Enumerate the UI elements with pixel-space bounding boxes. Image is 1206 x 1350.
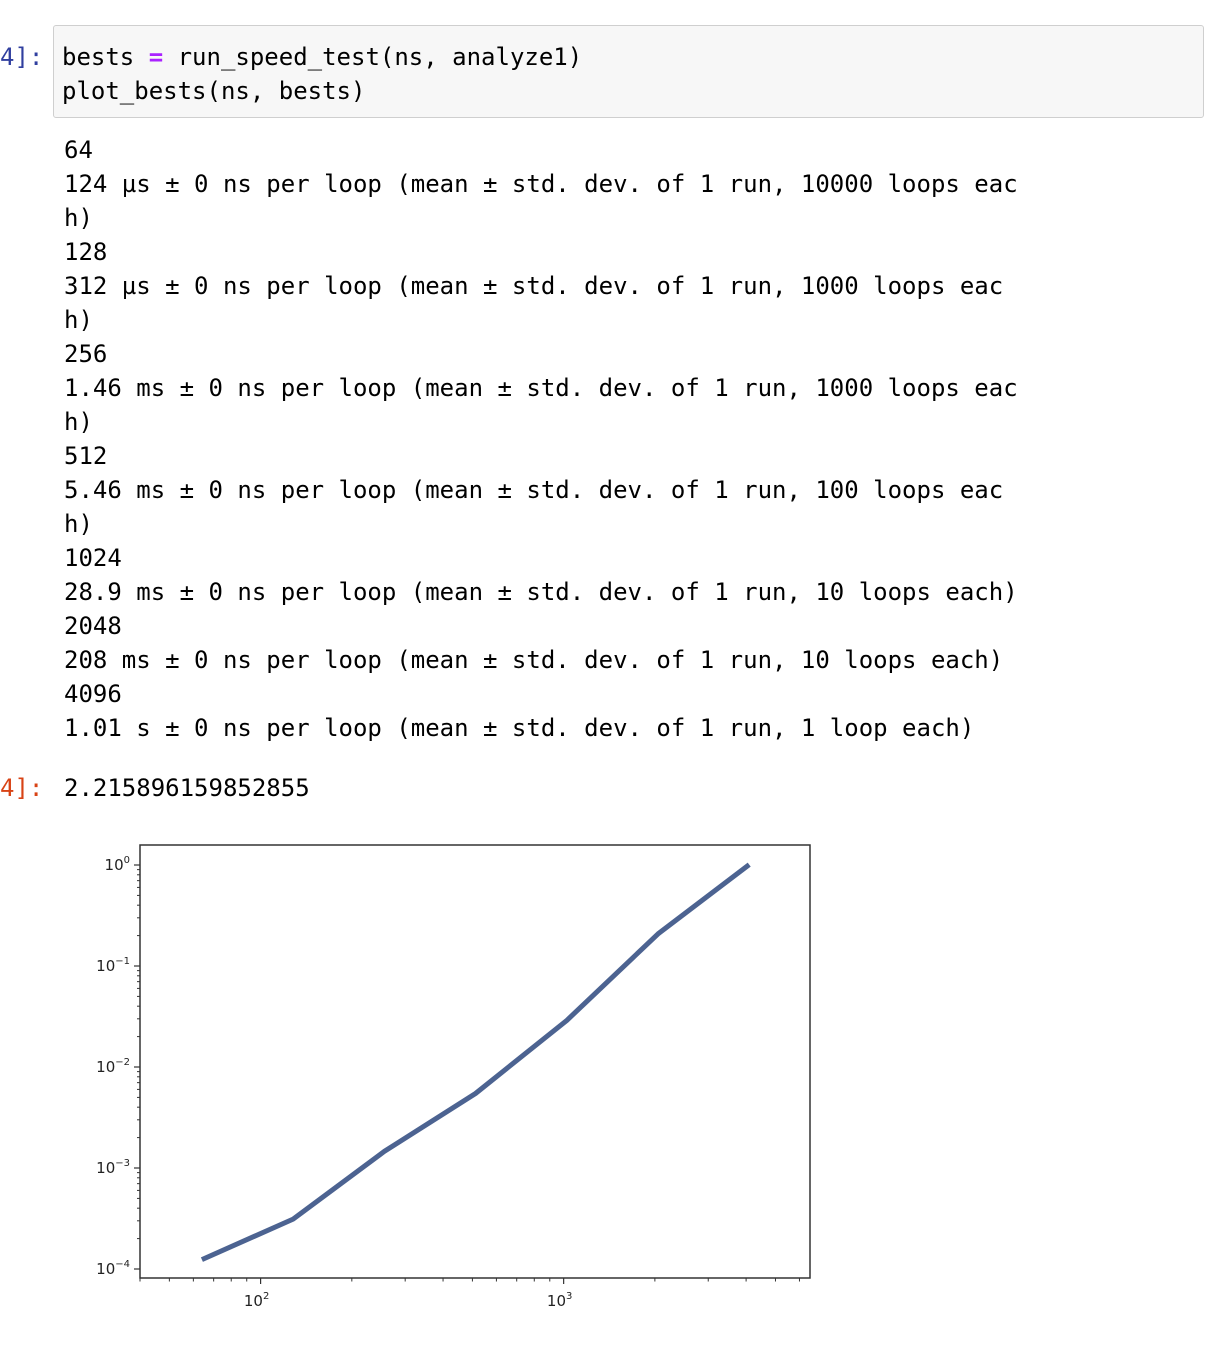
output-prompt: 4]:	[0, 774, 44, 802]
series-line	[200, 862, 751, 1262]
code-input-area[interactable]: bests = run_speed_test(ns, analyze1) plo…	[53, 25, 1204, 118]
x-tick-label: 102	[244, 1291, 269, 1310]
y-tick-label: 10−1	[96, 956, 130, 975]
plot-frame	[139, 844, 811, 1279]
stdout-output: 64 124 µs ± 0 ns per loop (mean ± std. de…	[64, 133, 1018, 745]
stdout-line: 28.9 ms ± 0 ns per loop (mean ± std. dev…	[64, 578, 1018, 606]
stdout-line: 1.01 s ± 0 ns per loop (mean ± std. dev.…	[64, 714, 975, 742]
code-call: run_speed_test(ns, analyze1)	[177, 43, 583, 71]
stdout-line: 312 µs ± 0 ns per loop (mean ± std. dev.…	[64, 272, 1004, 300]
stdout-line: 5.46 ms ± 0 ns per loop (mean ± std. dev…	[64, 476, 1004, 504]
stdout-line: 208 ms ± 0 ns per loop (mean ± std. dev.…	[64, 646, 1004, 674]
output-result: 2.215896159852855	[64, 774, 310, 802]
stdout-line: h)	[64, 510, 93, 538]
y-tick-label: 10−3	[96, 1158, 130, 1177]
stdout-line: 128	[64, 238, 108, 266]
stdout-line: 512	[64, 442, 108, 470]
log-log-plot: 100 10−1 10−2 10−3 10−4 102 103	[96, 844, 811, 1310]
stdout-line: 1024	[64, 544, 122, 572]
stdout-line: h)	[64, 204, 93, 232]
stdout-line: 124 µs ± 0 ns per loop (mean ± std. dev.…	[64, 170, 1018, 198]
input-prompt: 4]:	[0, 43, 44, 71]
stdout-line: h)	[64, 408, 93, 436]
stdout-line: 1.46 ms ± 0 ns per loop (mean ± std. dev…	[64, 374, 1018, 402]
stdout-line: 64	[64, 136, 93, 164]
stdout-line: 4096	[64, 680, 122, 708]
x-tick-label: 103	[547, 1291, 572, 1310]
stdout-line: h)	[64, 306, 93, 334]
stdout-line: 256	[64, 340, 108, 368]
y-tick-label: 10−2	[96, 1057, 130, 1076]
code-block[interactable]: bests = run_speed_test(ns, analyze1) plo…	[62, 40, 582, 108]
code-line-2: plot_bests(ns, bests)	[62, 77, 366, 105]
y-tick-label: 100	[105, 855, 130, 874]
code-var: bests	[62, 43, 135, 71]
code-assign-op: =	[148, 43, 164, 71]
y-tick-label: 10−4	[96, 1259, 130, 1278]
stdout-line: 2048	[64, 612, 122, 640]
